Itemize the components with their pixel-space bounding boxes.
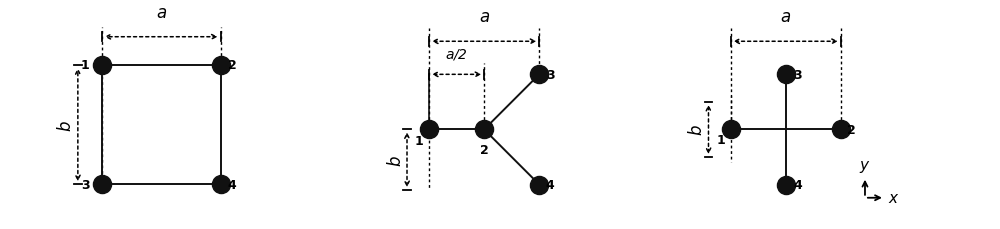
Text: 4: 4 (546, 178, 555, 191)
Text: 2: 2 (847, 123, 856, 136)
Point (833, 128, 849, 132)
Text: $a$/2: $a$/2 (445, 47, 468, 62)
Text: $x$: $x$ (888, 191, 900, 205)
Text: 2: 2 (480, 143, 489, 156)
Point (94, 64, 110, 68)
Text: 3: 3 (81, 178, 90, 191)
Text: $a$: $a$ (156, 4, 167, 22)
Text: 3: 3 (546, 68, 554, 82)
Text: $b$: $b$ (688, 124, 706, 136)
Point (531, 183, 547, 187)
Text: 1: 1 (81, 58, 90, 71)
Point (476, 128, 492, 132)
Point (531, 73, 547, 77)
Point (94, 183, 110, 186)
Text: $b$: $b$ (387, 154, 405, 166)
Text: $a$: $a$ (479, 8, 490, 26)
Point (213, 183, 229, 186)
Text: 4: 4 (228, 178, 236, 191)
Text: 2: 2 (228, 58, 236, 71)
Point (778, 183, 794, 187)
Point (723, 128, 739, 132)
Text: $a$: $a$ (780, 8, 791, 26)
Text: 3: 3 (793, 68, 802, 82)
Text: 1: 1 (415, 134, 424, 147)
Point (778, 73, 794, 77)
Text: 4: 4 (793, 178, 802, 191)
Point (213, 64, 229, 68)
Text: $y$: $y$ (859, 158, 871, 174)
Point (421, 128, 437, 132)
Text: $b$: $b$ (57, 119, 75, 131)
Text: 1: 1 (716, 133, 725, 146)
